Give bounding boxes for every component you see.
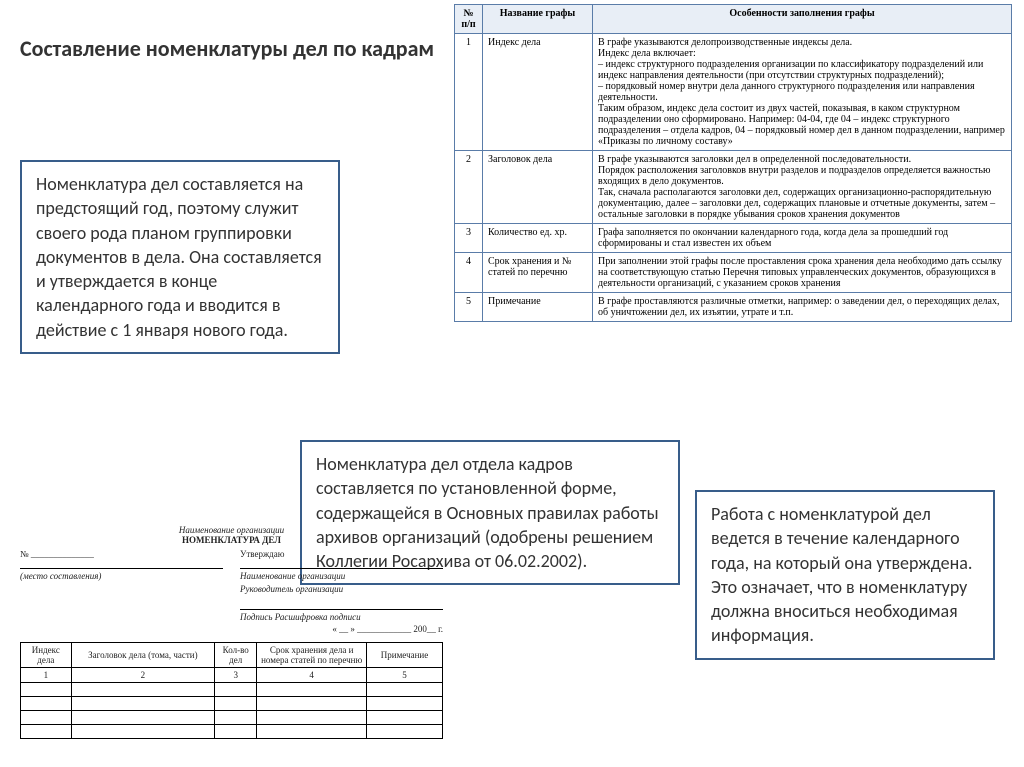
form-approve: Утверждаю [240,549,443,559]
th-num: № п/п [455,5,483,34]
table-cell-name: Заголовок дела [483,151,593,224]
table-cell-desc: В графе указываются заголовки дел в опре… [593,151,1012,224]
th-desc: Особенности заполнения графы [593,5,1012,34]
columns-description-table: № п/п Название графы Особенности заполне… [454,4,1012,322]
table-cell-desc: В графе проставляются различные отметки,… [593,293,1012,322]
form-org: Наименование организации [20,525,443,535]
page-title: Составление номенклатуры дел по кадрам [20,35,440,64]
form-th: Кол-во дел [215,643,257,668]
form-th: Заголовок дела (тома, части) [71,643,214,668]
form-th-num: 1 [21,668,72,683]
form-head: Руководитель организации [240,584,443,594]
form-org2: Наименование организации [240,571,443,581]
table-cell-desc: Графа заполняется по окончании календарн… [593,224,1012,253]
form-th-num: 2 [71,668,214,683]
th-name: Название графы [483,5,593,34]
nomenclature-form: Наименование организации НОМЕНКЛАТУРА ДЕ… [20,525,443,739]
table-cell-num: 1 [455,34,483,151]
form-title: НОМЕНКЛАТУРА ДЕЛ [20,535,443,545]
form-date: « __ » ____________ 200__ г. [240,624,443,634]
table-cell-name: Количество ед. хр. [483,224,593,253]
table-cell-name: Примечание [483,293,593,322]
table-cell-desc: В графе указываются делопроизводственные… [593,34,1012,151]
table-cell-name: Срок хранения и № статей по перечню [483,253,593,293]
table-cell-num: 4 [455,253,483,293]
form-th: Индекс дела [21,643,72,668]
info-box-3: Работа с номенклатурой дел ведется в теч… [695,490,995,660]
table-cell-desc: При заполнении этой графы после проставл… [593,253,1012,293]
form-table: Индекс делаЗаголовок дела (тома, части)К… [20,642,443,739]
form-th-num: 5 [367,668,443,683]
info-box-1: Номенклатура дел составляется на предсто… [20,160,340,354]
table-cell-num: 3 [455,224,483,253]
form-num: № ______________ [20,549,223,559]
form-th: Примечание [367,643,443,668]
table-cell-num: 5 [455,293,483,322]
form-th-num: 3 [215,668,257,683]
table-cell-name: Индекс дела [483,34,593,151]
form-th-num: 4 [257,668,367,683]
form-th: Срок хранения дела и номера статей по пе… [257,643,367,668]
form-sign: Подпись Расшифровка подписи [240,612,443,622]
form-place: (место составления) [20,571,223,581]
table-cell-num: 2 [455,151,483,224]
